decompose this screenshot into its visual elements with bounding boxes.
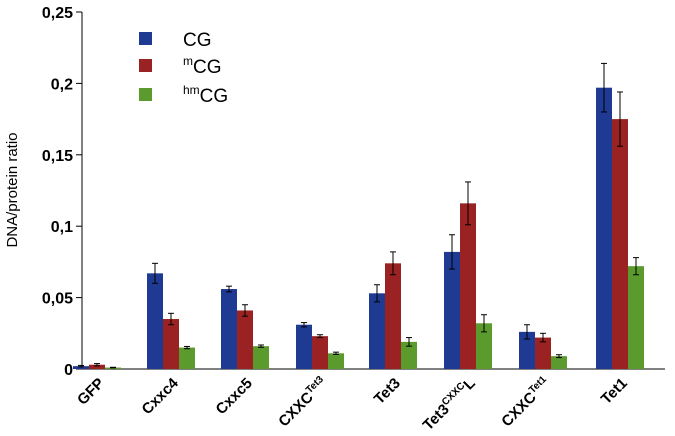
error-bar	[242, 304, 248, 317]
error-bar	[110, 366, 116, 369]
error-bar	[258, 344, 264, 348]
bar	[89, 364, 105, 369]
bar	[444, 251, 460, 369]
y-tick-label: 0,1	[51, 219, 73, 236]
legend-label: mCG	[183, 54, 222, 78]
error-bar	[556, 354, 562, 359]
bar	[596, 87, 612, 370]
error-bar	[301, 322, 307, 328]
legend-swatch	[139, 88, 152, 101]
y-tick-label: 0,25	[42, 5, 73, 22]
error-bar	[168, 312, 174, 326]
legend-item: hmCG	[139, 83, 228, 107]
x-category-label: Tet1	[598, 375, 631, 408]
legend-item: mCG	[139, 54, 222, 78]
error-bar	[524, 324, 530, 340]
bar-groups	[73, 62, 644, 370]
error-bar	[601, 62, 607, 113]
bar-group	[147, 262, 195, 369]
x-category-label: GFP	[74, 375, 108, 409]
x-category-label: Cxxc4	[139, 374, 183, 418]
legend-swatch	[139, 59, 152, 72]
x-category-label: Tet3CXXCL	[419, 374, 479, 434]
legend-swatch	[139, 32, 152, 45]
legend-label: hmCG	[183, 83, 228, 107]
legend-item: CG	[139, 30, 212, 51]
y-tick-label: 0,05	[42, 291, 73, 308]
bar-group	[296, 322, 344, 369]
bar	[551, 356, 567, 369]
bar	[476, 323, 492, 369]
x-axis-category-labels: GFP Cxxc4 Cxxc5 CXXCTet3 Tet3 Tet3CXXCL CXXCTe…	[74, 374, 631, 434]
error-bar	[540, 332, 546, 343]
error-bar	[78, 364, 84, 368]
bar	[253, 346, 269, 369]
bar	[460, 203, 476, 369]
error-bar	[184, 345, 190, 350]
y-tick-label: 0,15	[42, 148, 73, 165]
bar	[237, 310, 253, 369]
bar	[179, 347, 195, 369]
x-category-label: CXXCTet3	[275, 374, 332, 431]
error-bar	[226, 285, 232, 293]
error-bar	[449, 234, 455, 270]
bar	[163, 319, 179, 369]
x-category-label: Cxxc5	[213, 375, 256, 418]
bar	[147, 273, 163, 369]
y-tick-label: 0	[64, 362, 73, 379]
bar	[73, 366, 89, 369]
error-bar	[406, 337, 412, 347]
bar	[612, 119, 628, 369]
error-bar	[333, 351, 339, 355]
error-bar	[617, 91, 623, 147]
bar-group	[444, 181, 492, 369]
error-bar	[465, 181, 471, 226]
x-category-label: Tet3	[371, 375, 404, 408]
error-bar	[317, 334, 323, 339]
bar-group	[519, 324, 567, 369]
bar	[328, 353, 344, 369]
bar	[296, 324, 312, 369]
bar	[369, 293, 385, 369]
error-bar	[390, 251, 396, 276]
y-tick-label: 0,2	[51, 76, 73, 93]
x-category-label: CXXCTet1	[498, 374, 555, 431]
y-axis-label: DNA/protein ratio	[4, 132, 21, 247]
bar-group	[221, 285, 269, 369]
bar-group	[73, 363, 121, 369]
legend-label: CG	[183, 30, 212, 51]
bar	[312, 336, 328, 369]
legend: CG mCG hmCG	[139, 30, 228, 107]
bar	[628, 266, 644, 369]
error-bar	[633, 257, 639, 276]
error-bar	[94, 363, 100, 367]
bar-group	[596, 62, 644, 370]
bar	[385, 263, 401, 369]
y-axis-ticks: 0 0,05 0,1 0,15 0,2 0,25	[42, 5, 82, 379]
error-bar	[374, 284, 380, 303]
bar	[519, 331, 535, 369]
bar	[221, 289, 237, 369]
bar	[535, 337, 551, 369]
error-bar	[481, 314, 487, 333]
bar	[401, 341, 417, 369]
error-bar	[152, 262, 158, 284]
bar-group	[369, 251, 417, 369]
